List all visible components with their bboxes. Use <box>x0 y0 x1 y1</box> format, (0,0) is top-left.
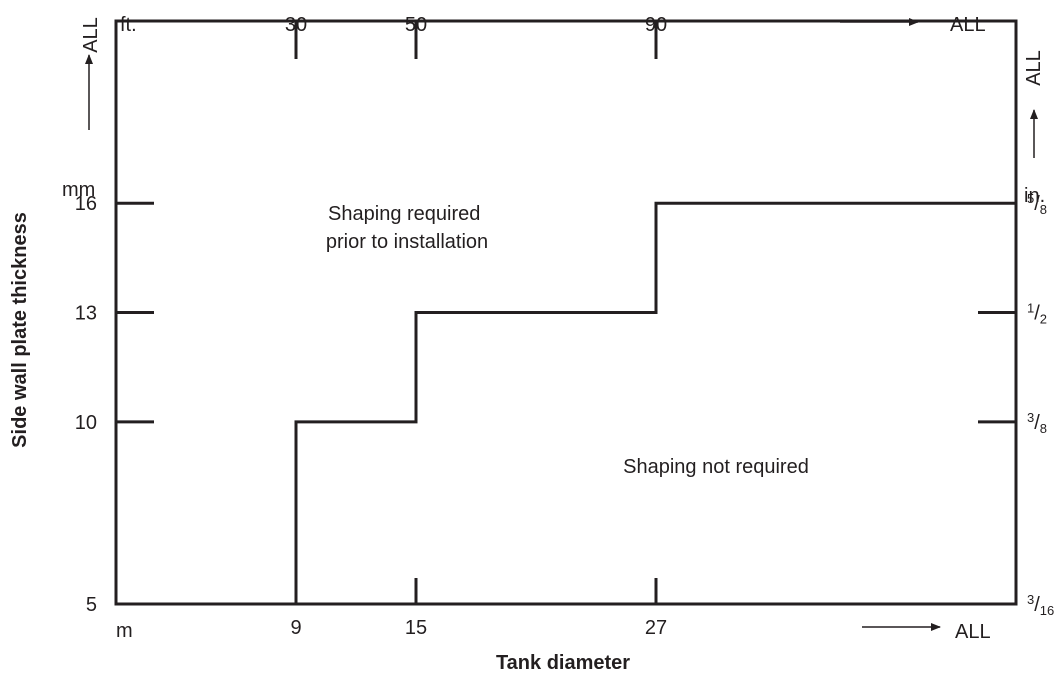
region-label-required: Shaping required prior to installation <box>326 203 488 253</box>
x-unit-bottom-label: m <box>116 620 133 642</box>
y-tick-label-mm: 16 <box>75 193 97 215</box>
x-axis-title: Tank diameter <box>496 652 630 674</box>
x-bottom-all-label: ALL <box>955 621 991 643</box>
y-tick-label-mm: 5 <box>86 594 97 616</box>
y-left-all-label: ALL <box>80 17 102 53</box>
y-tick-label-in: 3/8 <box>1027 410 1047 436</box>
y-unit-left-label: mm <box>62 179 95 201</box>
y-right-all-label: ALL <box>1023 50 1045 86</box>
x-top-all-label: ALL <box>950 14 986 36</box>
y-tick-label-in: 5/8 <box>1027 191 1047 217</box>
y-axis-title: Side wall plate thickness <box>9 212 31 448</box>
x-tick-label-ft: 30 <box>285 14 307 36</box>
y-tick-label-mm: 10 <box>75 412 97 434</box>
tick-label-group: 9 15 27 30 50 90 5 3/16 10 3/8 13 1/2 16 5/8 <box>75 14 1055 639</box>
y-unit-right-label: in. <box>1024 185 1045 207</box>
y-tick-label-mm: 13 <box>75 303 97 325</box>
x-tick-label-m: 9 <box>290 617 301 639</box>
x-tick-label-m: 15 <box>405 617 427 639</box>
y-tick-label-in: 3/16 <box>1027 592 1054 618</box>
x-tick-label-m: 27 <box>645 617 667 639</box>
x-tick-label-ft: 50 <box>405 14 427 36</box>
x-unit-top-label: ft. <box>120 14 137 36</box>
boundary-step-line <box>294 201 1016 604</box>
y-tick-label-in: 1/2 <box>1027 301 1047 327</box>
series-line-group <box>294 201 1016 604</box>
tick-marks <box>116 21 1016 604</box>
x-tick-label-ft: 90 <box>645 14 667 36</box>
region-label-not-required: Shaping not required <box>623 456 809 478</box>
